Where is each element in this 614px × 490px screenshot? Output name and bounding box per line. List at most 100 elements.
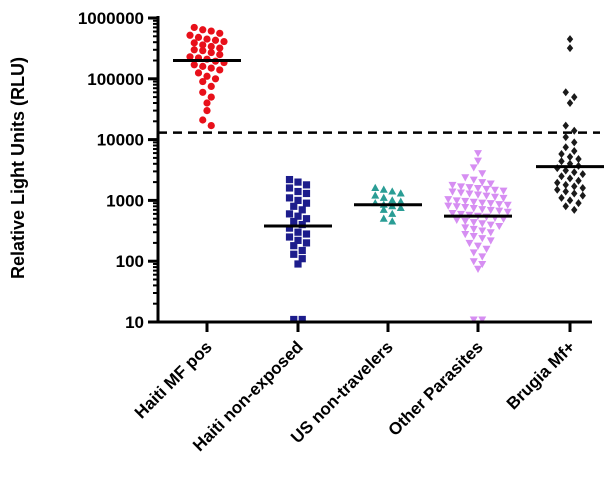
data-point bbox=[302, 239, 311, 247]
data-point bbox=[469, 249, 478, 257]
data-point bbox=[396, 203, 405, 211]
data-point bbox=[396, 197, 405, 205]
data-point bbox=[554, 178, 561, 187]
data-point bbox=[211, 36, 220, 44]
data-point bbox=[216, 44, 224, 52]
data-point bbox=[444, 202, 453, 210]
data-point bbox=[207, 48, 215, 57]
data-point bbox=[207, 64, 215, 72]
data-point bbox=[371, 191, 380, 199]
data-point bbox=[207, 42, 215, 51]
data-point bbox=[562, 143, 569, 152]
data-point bbox=[499, 187, 508, 195]
data-point bbox=[207, 27, 215, 35]
data-point bbox=[199, 26, 207, 34]
data-point bbox=[285, 224, 294, 232]
data-point bbox=[203, 99, 211, 107]
data-point bbox=[452, 197, 461, 205]
data-point bbox=[298, 255, 306, 263]
data-point bbox=[486, 237, 495, 245]
data-point bbox=[566, 35, 574, 44]
data-point bbox=[190, 46, 198, 54]
data-point bbox=[469, 219, 478, 227]
y-tick-label: 1000000 bbox=[78, 9, 144, 28]
data-point bbox=[461, 217, 470, 226]
data-point bbox=[379, 214, 388, 222]
data-point bbox=[388, 217, 397, 225]
data-point bbox=[558, 149, 565, 158]
data-point bbox=[478, 316, 487, 324]
data-point bbox=[566, 44, 574, 53]
data-point bbox=[575, 199, 582, 208]
data-point bbox=[216, 66, 224, 74]
data-point bbox=[186, 31, 194, 39]
data-point bbox=[478, 235, 487, 243]
data-point bbox=[290, 217, 298, 226]
data-point bbox=[207, 121, 215, 130]
data-point bbox=[461, 197, 470, 206]
data-point bbox=[461, 174, 470, 182]
data-point bbox=[474, 157, 482, 165]
data-point bbox=[203, 72, 211, 80]
data-point bbox=[486, 229, 495, 237]
data-point bbox=[474, 184, 482, 193]
data-point bbox=[298, 246, 306, 255]
data-point bbox=[290, 202, 298, 210]
data-point bbox=[478, 206, 487, 214]
data-point bbox=[461, 203, 470, 212]
data-point bbox=[566, 98, 574, 107]
data-point bbox=[482, 245, 491, 253]
data-point bbox=[302, 215, 311, 223]
data-point bbox=[285, 175, 294, 184]
data-point bbox=[199, 77, 207, 86]
y-tick-label: 10 bbox=[125, 313, 144, 332]
data-point bbox=[302, 181, 311, 189]
data-point bbox=[190, 39, 198, 47]
data-point bbox=[491, 193, 499, 201]
data-point bbox=[203, 106, 211, 115]
data-point bbox=[469, 316, 478, 324]
data-point bbox=[562, 187, 569, 196]
data-point bbox=[302, 189, 311, 198]
data-point bbox=[298, 206, 306, 214]
data-point bbox=[486, 200, 495, 208]
y-axis: 10 100 1000 10000 100000 1000000 bbox=[78, 9, 160, 332]
data-point bbox=[478, 170, 487, 178]
data-point bbox=[194, 69, 203, 77]
y-tick-label: 10000 bbox=[97, 131, 144, 150]
data-point bbox=[478, 253, 487, 261]
data-point bbox=[486, 180, 495, 188]
data-point bbox=[190, 61, 198, 69]
data-point bbox=[199, 62, 207, 70]
data-point bbox=[469, 232, 478, 241]
data-point bbox=[571, 182, 578, 191]
data-point bbox=[474, 265, 482, 273]
data-point bbox=[474, 150, 482, 158]
data-point bbox=[199, 47, 207, 55]
data-point bbox=[478, 179, 487, 187]
data-point bbox=[285, 233, 294, 241]
data-point bbox=[216, 29, 224, 37]
data-point bbox=[465, 239, 474, 248]
x-tick-label: Brugia Mf+ bbox=[503, 337, 579, 413]
data-point bbox=[457, 210, 465, 219]
data-point bbox=[474, 242, 482, 250]
data-point bbox=[469, 258, 478, 266]
data-point bbox=[495, 222, 504, 231]
data-point bbox=[448, 210, 457, 218]
data-point bbox=[199, 116, 207, 124]
data-point bbox=[579, 191, 586, 200]
data-point bbox=[575, 154, 582, 163]
data-point bbox=[285, 184, 294, 192]
data-point bbox=[571, 205, 578, 214]
data-point bbox=[207, 82, 215, 90]
data-point bbox=[294, 236, 302, 244]
data-point bbox=[575, 176, 582, 185]
data-point bbox=[457, 189, 465, 197]
data-point bbox=[444, 196, 453, 204]
data-point bbox=[448, 181, 457, 190]
data-point bbox=[469, 225, 478, 234]
data-point bbox=[452, 216, 461, 224]
data-point bbox=[302, 199, 311, 207]
